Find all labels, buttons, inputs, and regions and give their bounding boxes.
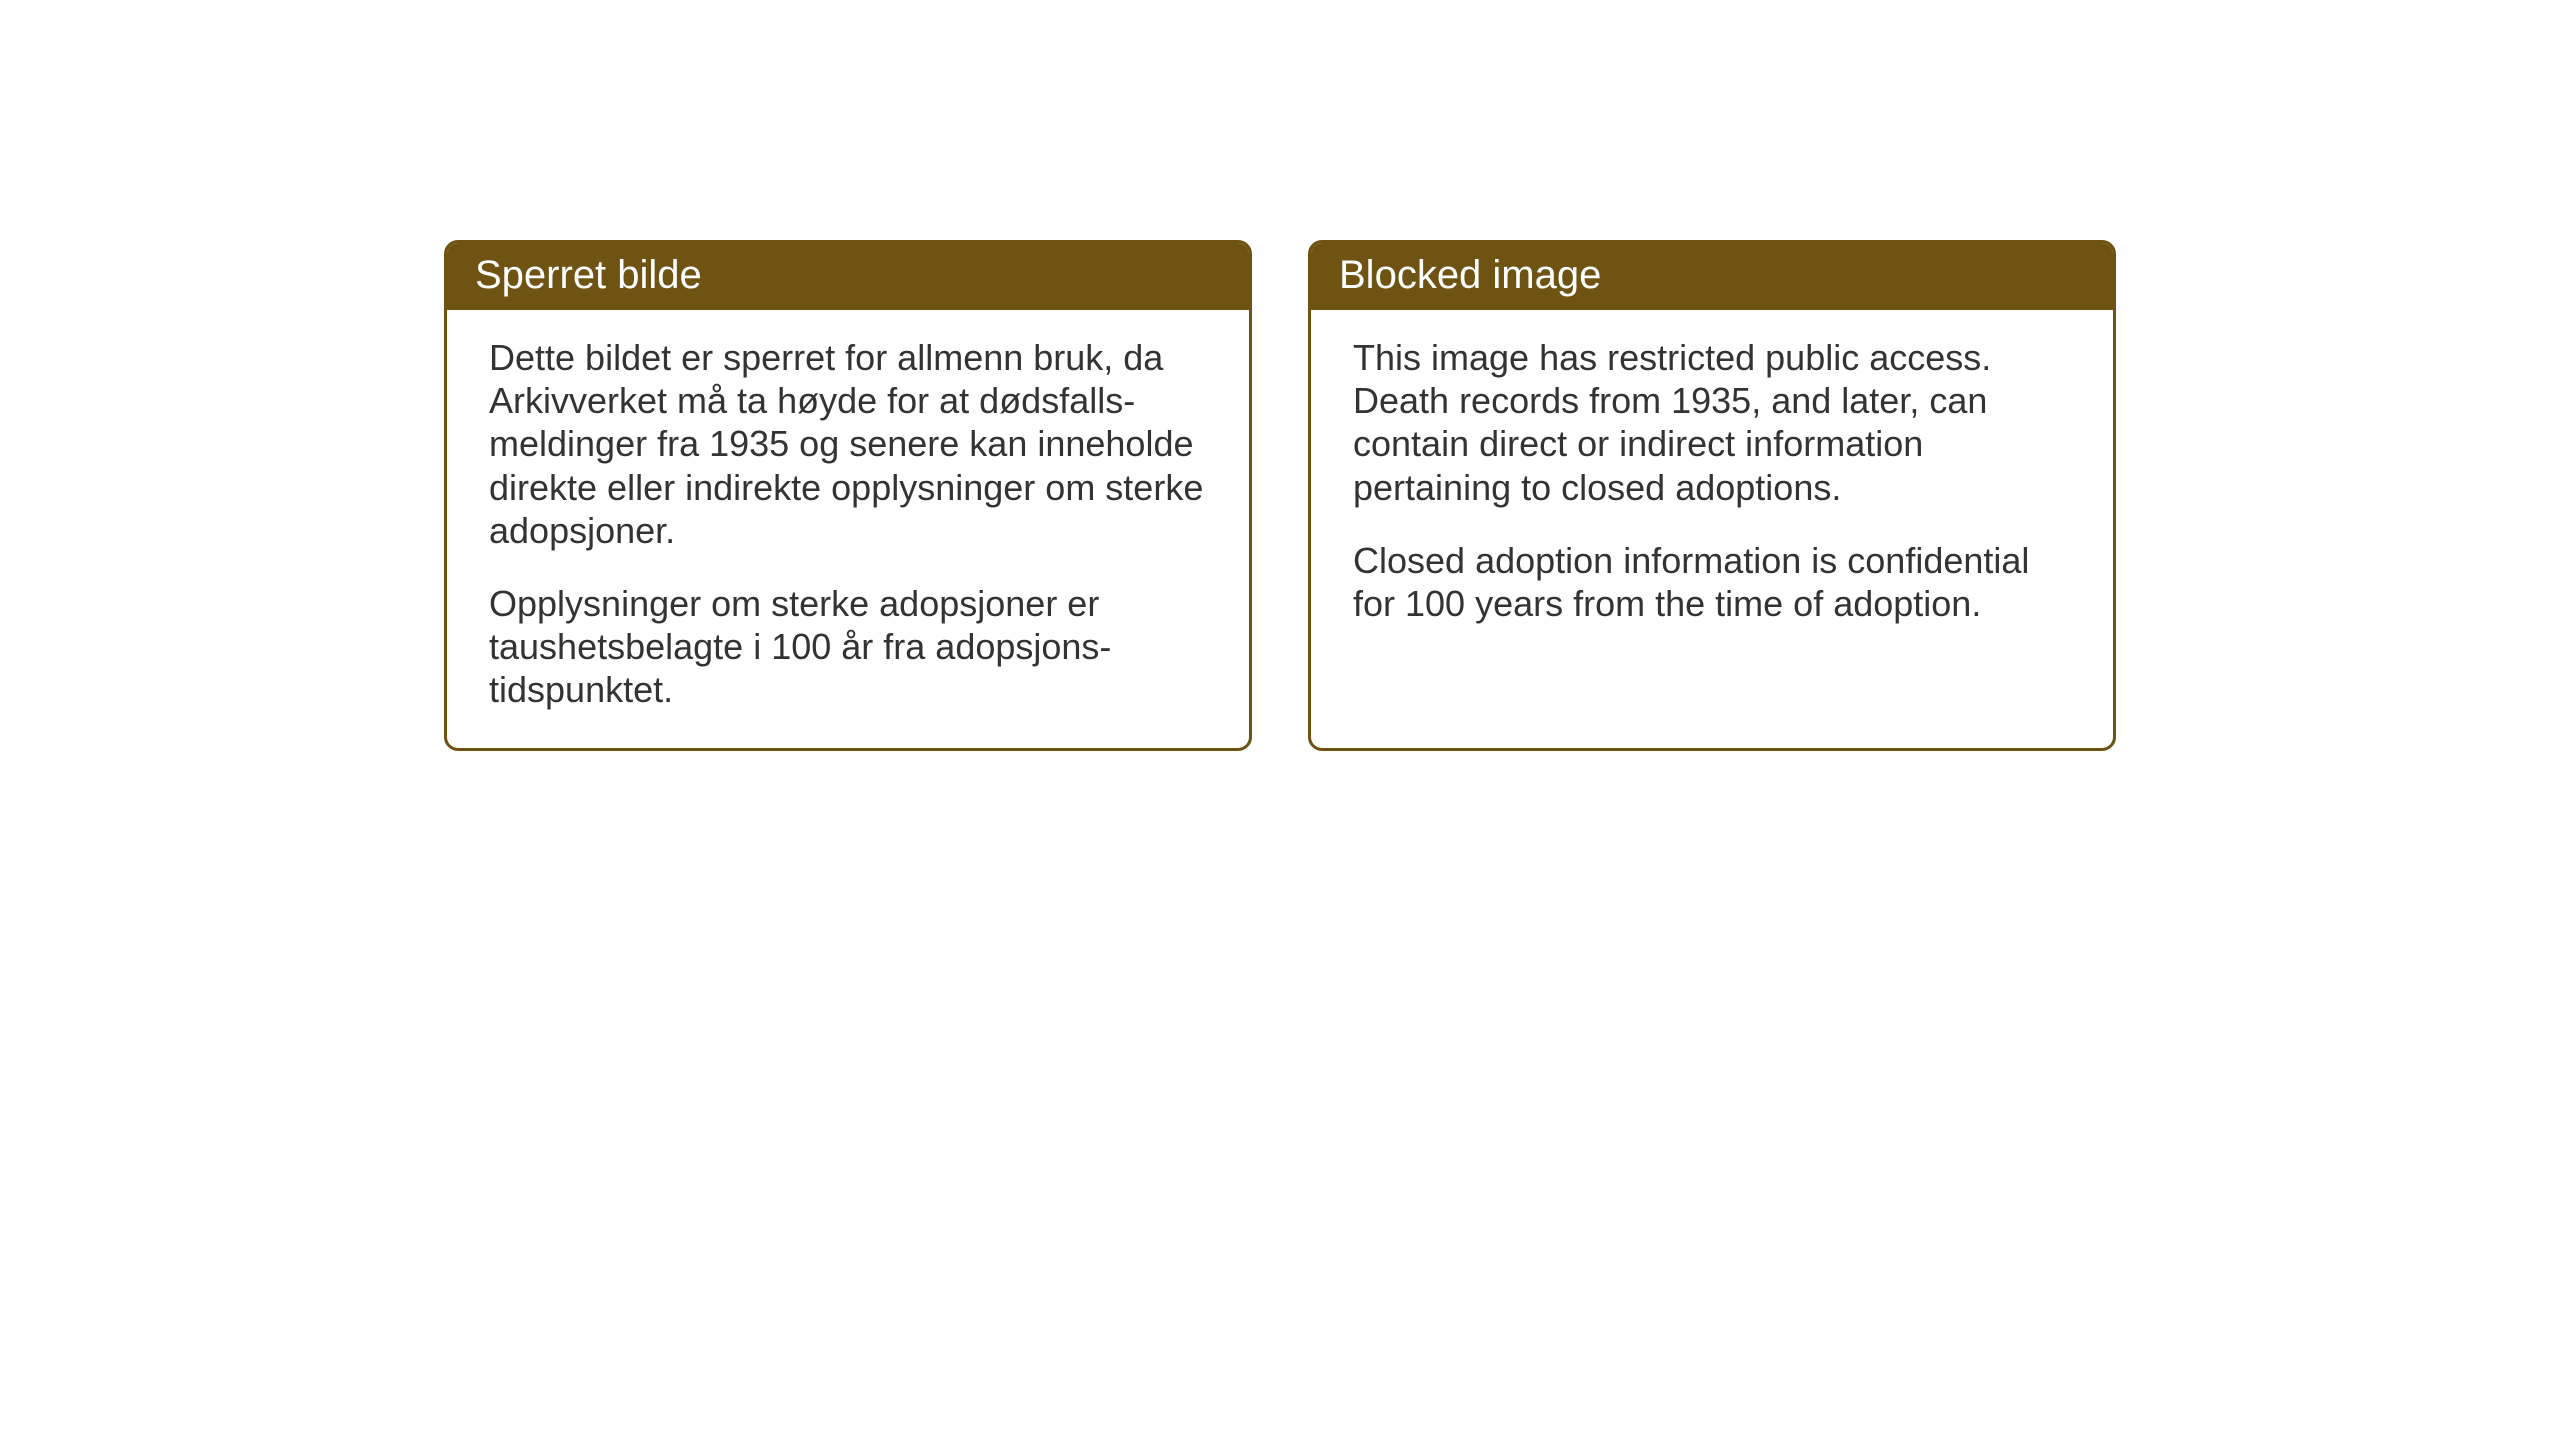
norwegian-card-title: Sperret bilde <box>475 253 702 297</box>
english-card-title: Blocked image <box>1339 253 1601 297</box>
english-paragraph-2: Closed adoption information is confident… <box>1353 539 2071 625</box>
norwegian-card-body: Dette bildet er sperret for allmenn bruk… <box>447 310 1249 748</box>
norwegian-paragraph-2: Opplysninger om sterke adopsjoner er tau… <box>489 582 1207 712</box>
english-card-body: This image has restricted public access.… <box>1311 310 2113 661</box>
norwegian-card-header: Sperret bilde <box>447 243 1249 310</box>
english-notice-card: Blocked image This image has restricted … <box>1308 240 2116 751</box>
norwegian-paragraph-1: Dette bildet er sperret for allmenn bruk… <box>489 336 1207 552</box>
english-paragraph-1: This image has restricted public access.… <box>1353 336 2071 509</box>
english-card-header: Blocked image <box>1311 243 2113 310</box>
norwegian-notice-card: Sperret bilde Dette bildet er sperret fo… <box>444 240 1252 751</box>
notice-container: Sperret bilde Dette bildet er sperret fo… <box>444 240 2116 751</box>
